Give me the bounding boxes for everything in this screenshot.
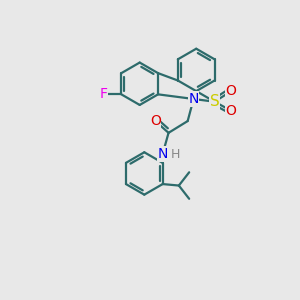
Text: H: H xyxy=(171,148,181,160)
Text: N: N xyxy=(188,92,199,106)
Text: S: S xyxy=(210,94,220,109)
Text: O: O xyxy=(225,84,236,98)
Text: O: O xyxy=(225,103,236,118)
Text: O: O xyxy=(150,114,161,128)
Text: F: F xyxy=(100,87,108,101)
Text: N: N xyxy=(158,147,168,161)
